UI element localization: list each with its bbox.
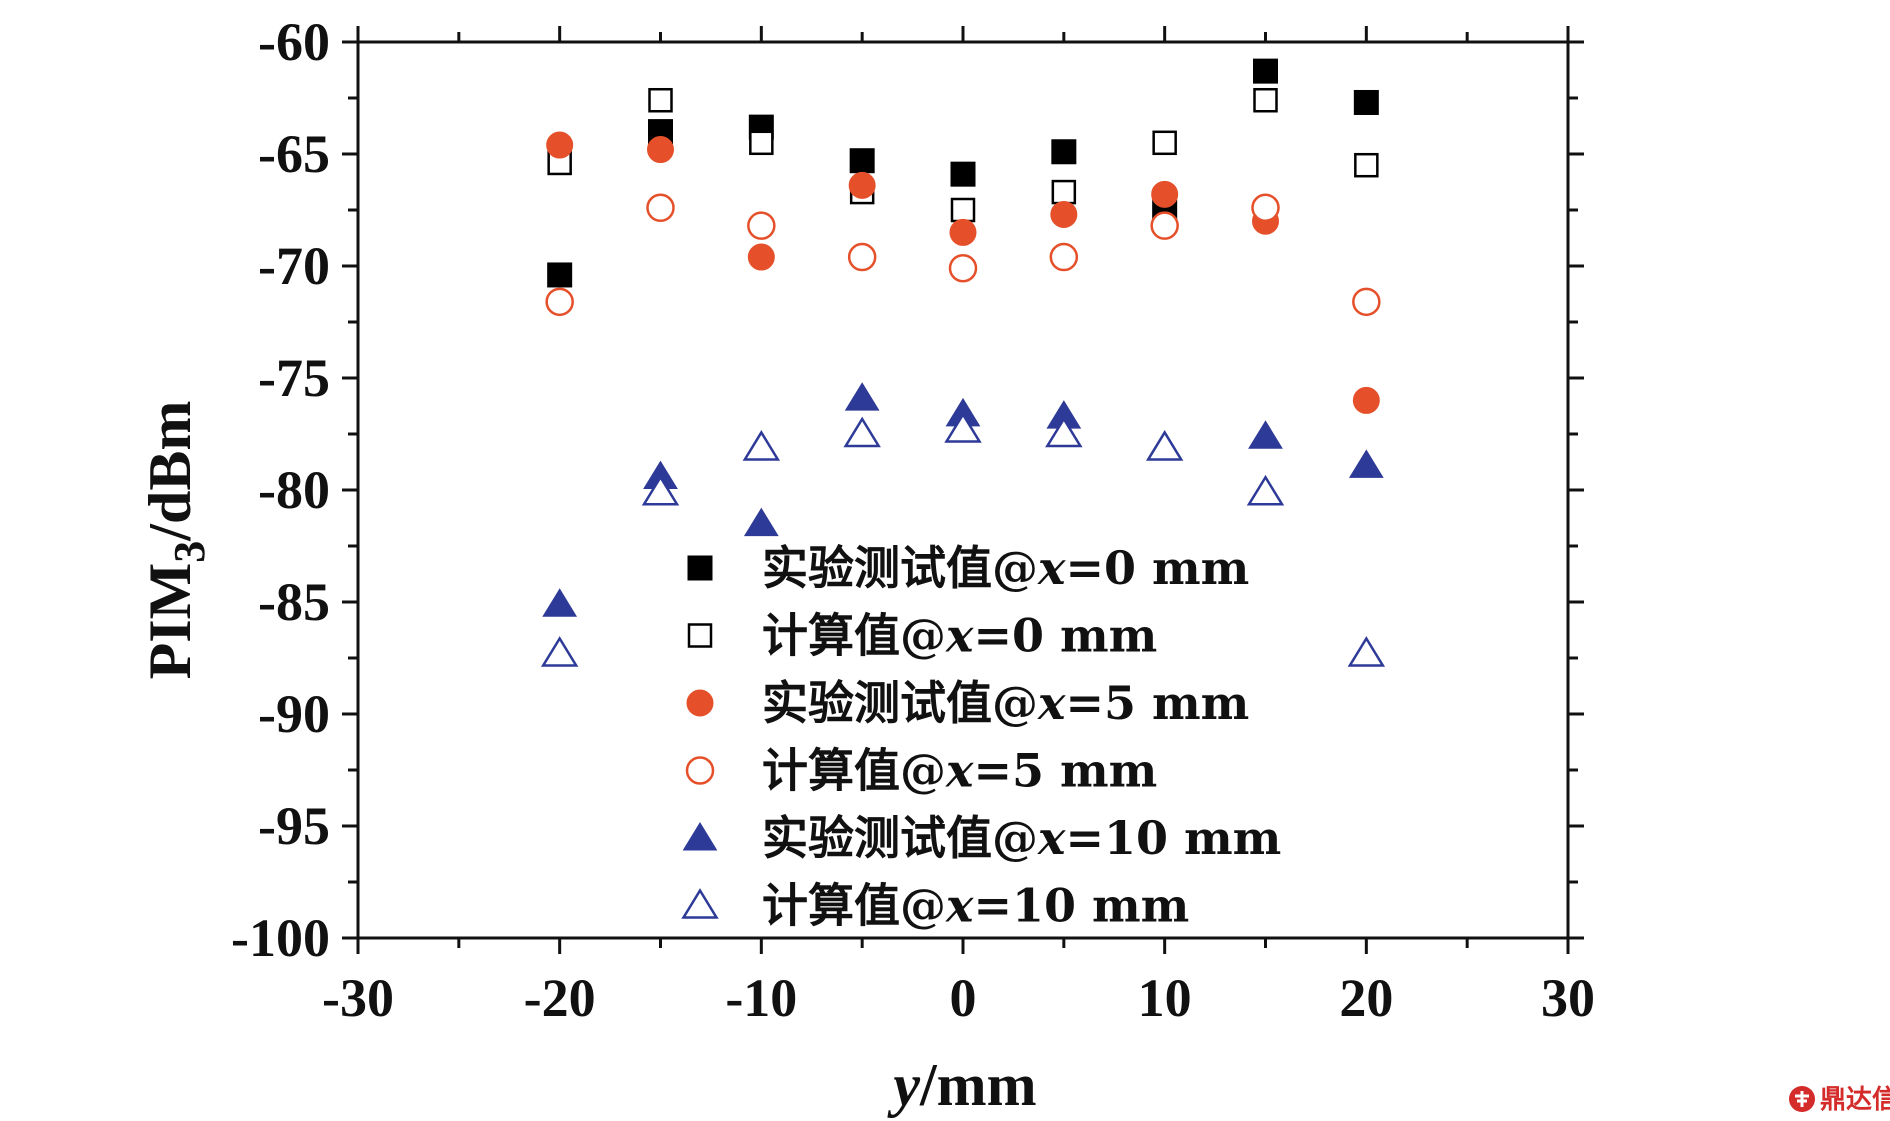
y-tick-label: -75 xyxy=(258,348,330,408)
series-6-point xyxy=(1246,474,1285,506)
legend-marker-1 xyxy=(687,555,713,581)
series-1-point xyxy=(547,262,573,288)
series-1-point xyxy=(1353,89,1379,115)
series-2-point xyxy=(648,87,673,113)
series-2-point xyxy=(1051,179,1077,205)
legend-label-2: 计算值@x=0 mm xyxy=(762,609,1157,663)
series-4-point xyxy=(747,211,776,240)
y-tick-label: -80 xyxy=(258,460,330,520)
series-4-point xyxy=(545,287,574,317)
series-4-point xyxy=(1150,211,1179,240)
series-6-point xyxy=(540,636,579,667)
legend-label-5: 实验测试值@x=10 mm xyxy=(762,811,1281,865)
y-tick-label: -95 xyxy=(258,796,330,856)
legend: 实验测试值@x=0 mm 计算值@x=0 mm 实验测试值@x=5 mm 计算值@x=… xyxy=(681,541,1281,933)
x-tick-label: 10 xyxy=(1138,968,1192,1028)
x-tick-label: 30 xyxy=(1541,968,1595,1028)
y-tick-label: -70 xyxy=(258,236,330,296)
series-6-point xyxy=(742,430,781,461)
y-axis-title: PIM3/dBm xyxy=(137,401,214,680)
series-3-point xyxy=(747,243,775,271)
y-tick-label: -60 xyxy=(258,12,330,72)
series-5-point xyxy=(542,588,578,617)
series-1-point xyxy=(950,161,976,187)
series-4-point xyxy=(847,242,877,272)
series-2-point xyxy=(950,197,976,223)
y-tick-label: -65 xyxy=(258,124,330,184)
x-axis-title-unit: /mm xyxy=(919,1052,1037,1118)
y-axis-title-subscript: 3 xyxy=(165,541,214,563)
watermark-text: 鼎达信 xyxy=(1820,1085,1890,1115)
series-6-point xyxy=(641,474,680,506)
y-axis-title-main: PIM xyxy=(137,563,203,680)
series-1-point xyxy=(1051,139,1077,165)
series-2-point xyxy=(1253,87,1278,113)
x-tick-label: 20 xyxy=(1339,968,1393,1028)
x-tick-label: -30 xyxy=(322,968,394,1028)
legend-marker-5 xyxy=(682,822,718,851)
series-3-point xyxy=(1151,180,1179,208)
series-5-point xyxy=(743,507,779,537)
legend-marker-3 xyxy=(686,689,714,717)
series-4-point xyxy=(948,253,978,283)
series-2-point xyxy=(1354,152,1379,178)
x-axis-title: y/mm xyxy=(887,1052,1036,1118)
series-4-point xyxy=(1049,242,1079,272)
data-points-layer xyxy=(540,58,1386,667)
legend-label-6: 计算值@x=10 mm xyxy=(762,879,1189,933)
series-1-point xyxy=(849,148,875,174)
series-2-point xyxy=(1152,130,1177,156)
y-tick-label: -100 xyxy=(231,908,330,968)
legend-label-3: 实验测试值@x=5 mm xyxy=(762,676,1249,730)
seal-icon xyxy=(1789,1086,1815,1112)
series-2-point xyxy=(749,130,774,156)
legend-marker-6 xyxy=(681,888,719,919)
legend-label-1: 实验测试值@x=0 mm xyxy=(762,541,1249,595)
series-1-point xyxy=(1253,58,1278,84)
watermark: 鼎达信 xyxy=(1789,1085,1890,1115)
series-4-point xyxy=(1251,193,1280,223)
series-3-point xyxy=(546,131,574,159)
x-tick-label: -10 xyxy=(725,968,797,1028)
series-3-point xyxy=(848,171,876,199)
legend-label-4: 计算值@x=5 mm xyxy=(762,744,1157,798)
legend-marker-2 xyxy=(687,623,713,648)
series-5-point xyxy=(844,382,880,411)
y-tick-label: -90 xyxy=(258,684,330,744)
series-5-point xyxy=(1248,420,1283,449)
y-axis-title-unit: /dBm xyxy=(137,401,203,542)
x-axis-title-variable: y xyxy=(887,1052,920,1118)
series-6-point xyxy=(1145,430,1184,461)
series-4-point xyxy=(646,193,675,223)
series-6-point xyxy=(1045,416,1083,448)
x-tick-label: -20 xyxy=(524,968,596,1028)
axes-layer: -30 -20 -10 0 10 20 30-60-65-70-75-80-85-90-95… xyxy=(231,12,1595,1028)
series-4-point xyxy=(1352,287,1381,317)
y-tick-label: -85 xyxy=(258,572,330,632)
x-tick-label: 0 xyxy=(950,968,977,1028)
series-3-point xyxy=(1050,200,1078,228)
series-6-point xyxy=(843,416,881,448)
series-6-point xyxy=(1347,636,1386,667)
series-3-point xyxy=(1352,386,1380,414)
series-6-point xyxy=(944,412,982,443)
series-3-point xyxy=(949,218,977,246)
legend-marker-4 xyxy=(685,756,715,785)
series-5-point xyxy=(1348,449,1384,478)
series-3-point xyxy=(647,136,674,164)
